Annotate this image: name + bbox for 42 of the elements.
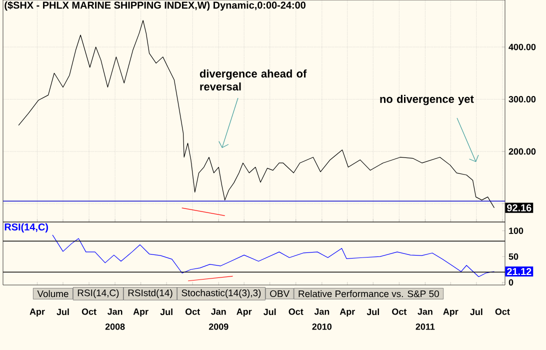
x-tick-label: Apr bbox=[443, 308, 458, 317]
x-tick-label: Jan bbox=[107, 308, 122, 315]
x2-tick-label: 2010 bbox=[312, 324, 332, 330]
x-tick-label: Oct bbox=[82, 308, 96, 315]
x-tick-label: Apr bbox=[236, 308, 252, 317]
x2-tick-label: 2009 bbox=[208, 324, 228, 330]
text: Stochastic(14(3),3) bbox=[182, 289, 261, 298]
data-label: 21.12 bbox=[507, 268, 532, 275]
x-tick-label: Apr bbox=[30, 308, 45, 317]
x-tick-label: Jul bbox=[56, 308, 69, 316]
line-series bbox=[18, 20, 495, 208]
x-tick-label: Apr bbox=[133, 308, 148, 317]
x-tick-label: Jan bbox=[418, 308, 432, 315]
chart-title: RSI(14,C) bbox=[4, 223, 48, 232]
y-tick-label: 50 bbox=[508, 253, 518, 260]
y-tick-label: 300.00 bbox=[508, 96, 536, 102]
text: Volume bbox=[37, 290, 68, 298]
x-tick-label: Jul bbox=[264, 308, 276, 316]
y-tick-label: 100 bbox=[509, 228, 524, 234]
x-tick-label: Oct bbox=[392, 308, 407, 315]
y-tick-label: 0 bbox=[508, 279, 514, 286]
x-tick-label: Jan bbox=[211, 308, 226, 315]
x-tick-label: Apr bbox=[340, 308, 355, 317]
y-tick-label: 400.00 bbox=[508, 44, 536, 50]
text: OBV bbox=[270, 290, 290, 298]
x-tick-label: Jan bbox=[314, 308, 330, 315]
text: RSIstd(14) bbox=[128, 289, 172, 298]
x-tick-label: Jul bbox=[366, 308, 379, 316]
annotation: divergence ahead of reversal bbox=[200, 70, 307, 91]
text: Relative Performance vs. S&P 50 bbox=[298, 290, 439, 298]
x2-tick-label: 2008 bbox=[105, 324, 125, 330]
x-tick-label: Oct bbox=[288, 308, 304, 315]
chart-title: ($SHX - PHLX MARINE SHIPPING INDEX,W) Dynamic,0:00-24:00 bbox=[4, 1, 306, 11]
data-label: 92.16 bbox=[507, 204, 532, 212]
text: RSI(14,C) bbox=[78, 289, 119, 298]
x-tick-label: Jul bbox=[470, 308, 482, 316]
x-tick-label: Jul bbox=[160, 308, 172, 316]
annotation: no divergence yet bbox=[380, 94, 474, 106]
y-tick-label: 200.00 bbox=[508, 148, 536, 155]
x-tick-label: Oct bbox=[495, 308, 510, 315]
x-tick-label: Oct bbox=[185, 308, 200, 315]
x2-tick-label: 2011 bbox=[416, 324, 435, 330]
